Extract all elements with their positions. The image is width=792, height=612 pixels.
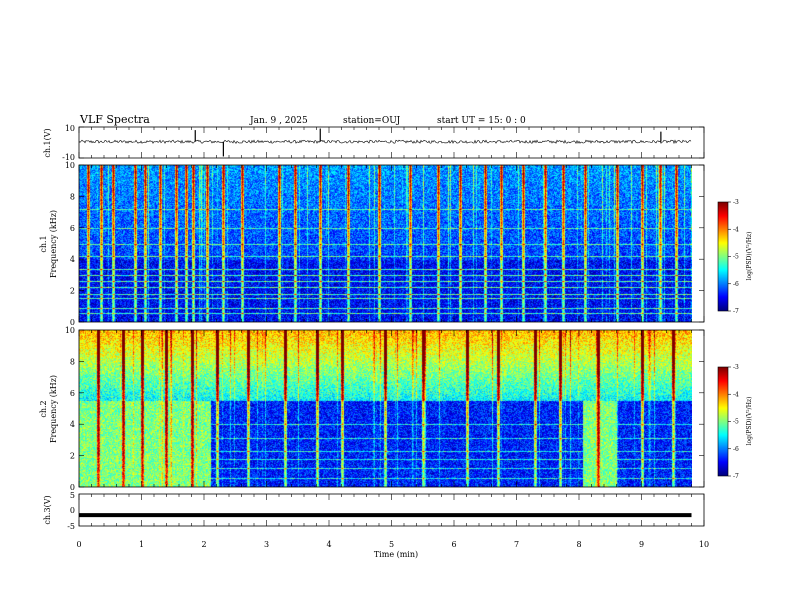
- date-label: Jan. 9 , 2025: [249, 116, 308, 126]
- ch3-waveform-ytick-top: 5: [70, 491, 75, 500]
- ch1-waveform-ytick-top: 10: [65, 124, 75, 133]
- x-axis-ticks: [78, 127, 705, 526]
- x-axis-label: Time (min): [374, 550, 418, 559]
- x-tick-label: 8: [576, 540, 581, 549]
- spectrogram-ytick-label: 8: [70, 192, 75, 201]
- x-tick-label: 4: [326, 540, 331, 549]
- ch1-colorbar-ticks: -3 -4 -5 -6 -7: [728, 199, 739, 315]
- ch2-spectrogram-image: [79, 330, 692, 487]
- ch2-spectrogram-panel: 0 2 4 6 8 10 ch.2 Frequency (kHz): [39, 326, 705, 492]
- ch1-waveform-trace: [78, 139, 692, 145]
- colorbar-tick-label: -5: [733, 419, 739, 426]
- x-tick-label: 2: [201, 540, 206, 549]
- x-tick-label: 9: [639, 540, 644, 549]
- x-tick-label: 5: [389, 540, 394, 549]
- x-tick-label: 7: [514, 540, 519, 549]
- ch1-waveform-ytick-bottom: -10: [62, 153, 75, 162]
- x-axis-tick-labels: 0 1 2 3 4 5 6 7 8 9 10: [76, 540, 709, 549]
- ch2-colorbar-label: log(PSD)(V²/Hz): [746, 397, 753, 446]
- ch1-waveform-ylabel: ch.1(V): [43, 128, 52, 157]
- ch3-waveform-panel: 5 0 -5 ch.3(V): [43, 491, 705, 531]
- spectrogram-ytick-label: 8: [70, 357, 75, 366]
- ch1-spectrogram-image: [79, 165, 692, 322]
- spectrogram-ytick-label: 4: [70, 420, 75, 429]
- ch1-waveform-spikes: [79, 126, 704, 159]
- ch3-waveform-ylabel: ch.3(V): [43, 495, 52, 524]
- spectrogram-ytick-label: 2: [70, 452, 75, 461]
- ch1-colorbar-label: log(PSD)(V²/Hz): [746, 232, 753, 281]
- colorbar-tick-label: -5: [733, 254, 739, 261]
- colorbar-tick-label: -6: [733, 446, 739, 453]
- colorbar-tick-label: -3: [733, 364, 739, 371]
- ch2-colorbar: -3 -4 -5 -6 -7 log(PSD)(V²/Hz): [717, 364, 753, 480]
- x-tick-label: 0: [76, 540, 81, 549]
- figure-title: VLF Spectra: [79, 113, 150, 126]
- colorbar-tick-label: -6: [733, 281, 739, 288]
- spectrogram-ytick-label: 0: [70, 318, 75, 327]
- ch1-waveform-panel: 10 -10 ch.1(V): [43, 124, 705, 162]
- colorbar-tick-label: -4: [733, 391, 739, 398]
- x-tick-label: 3: [264, 540, 269, 549]
- ch1-colorbar-gradient: [718, 202, 728, 311]
- spectrogram-ytick-label: 6: [70, 389, 75, 398]
- ch2-colorbar-ticks: -3 -4 -5 -6 -7: [728, 364, 739, 480]
- colorbar-tick-label: -4: [733, 226, 739, 233]
- ch2-colorbar-gradient: [718, 367, 728, 476]
- colorbar-tick-label: -3: [733, 199, 739, 206]
- ch2-spectrogram-ylabel-2: Frequency (kHz): [49, 375, 58, 443]
- x-tick-label: 1: [139, 540, 144, 549]
- start-time-label: start UT = 15: 0 : 0: [437, 116, 526, 126]
- ch1-spectrogram-yticks: 0 2 4 6 8 10: [65, 161, 704, 327]
- ch2-spectrogram-ylabel-1: ch.2: [39, 400, 48, 417]
- ch1-spectrogram-ylabel-2: Frequency (kHz): [49, 210, 58, 278]
- spectrogram-ytick-label: 0: [70, 483, 75, 492]
- x-tick-label: 10: [699, 540, 709, 549]
- spectrogram-ytick-label: 6: [70, 224, 75, 233]
- ch1-colorbar: -3 -4 -5 -6 -7 log(PSD)(V²/Hz): [717, 199, 753, 315]
- ch3-waveform-ytick-mid: 0: [70, 506, 75, 515]
- spectrogram-ytick-label: 10: [65, 326, 75, 335]
- spectrogram-ytick-label: 10: [65, 161, 75, 170]
- station-label: station=OUJ: [343, 116, 401, 126]
- ch1-spectrogram-panel: 0 2 4 6 8 10 ch.1 Frequency (kHz): [39, 161, 705, 327]
- ch3-waveform-ytick-bottom: -5: [67, 522, 75, 531]
- colorbar-tick-label: -7: [733, 308, 739, 315]
- spectrogram-ytick-label: 2: [70, 287, 75, 296]
- ch2-spectrogram-yticks: 0 2 4 6 8 10: [65, 326, 704, 492]
- x-tick-label: 6: [451, 540, 456, 549]
- spectrogram-ytick-label: 4: [70, 255, 75, 264]
- ch1-spectrogram-ylabel-1: ch.1: [39, 235, 48, 252]
- colorbar-tick-label: -7: [733, 473, 739, 480]
